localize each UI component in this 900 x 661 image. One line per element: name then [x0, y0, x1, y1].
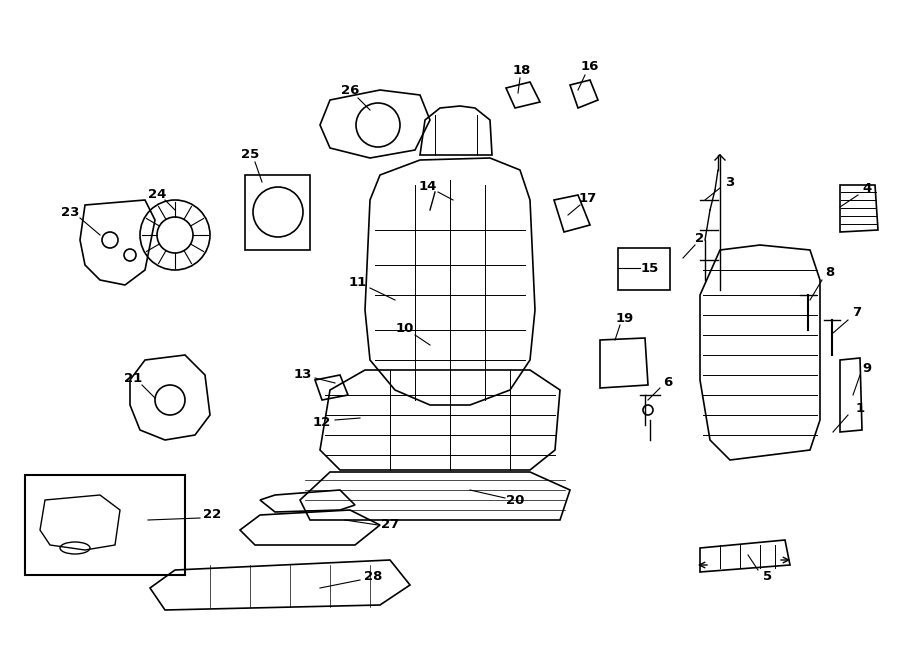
- Text: 4: 4: [862, 182, 871, 194]
- Text: 25: 25: [241, 149, 259, 161]
- Text: 28: 28: [364, 570, 382, 582]
- Text: 11: 11: [349, 276, 367, 288]
- Text: 17: 17: [579, 192, 597, 206]
- Text: 5: 5: [763, 570, 772, 582]
- Text: 2: 2: [696, 231, 705, 245]
- Text: 1: 1: [855, 401, 865, 414]
- Text: 27: 27: [381, 518, 399, 531]
- Text: 7: 7: [852, 307, 861, 319]
- Text: 22: 22: [202, 508, 221, 522]
- Text: 23: 23: [61, 206, 79, 219]
- Text: 16: 16: [580, 61, 599, 73]
- Text: 26: 26: [341, 85, 359, 98]
- Text: 13: 13: [293, 368, 312, 381]
- Text: 10: 10: [396, 321, 414, 334]
- Text: 21: 21: [124, 371, 142, 385]
- Text: 19: 19: [616, 311, 634, 325]
- Text: 14: 14: [418, 180, 437, 192]
- Text: 15: 15: [641, 262, 659, 274]
- Text: 12: 12: [313, 416, 331, 428]
- Bar: [25, 475, 185, 575]
- Text: 18: 18: [513, 65, 531, 77]
- Text: 8: 8: [825, 266, 834, 280]
- Text: 24: 24: [148, 188, 166, 200]
- Text: 20: 20: [506, 494, 524, 506]
- Text: 3: 3: [725, 176, 734, 188]
- Text: 9: 9: [862, 362, 871, 375]
- Text: 6: 6: [663, 375, 672, 389]
